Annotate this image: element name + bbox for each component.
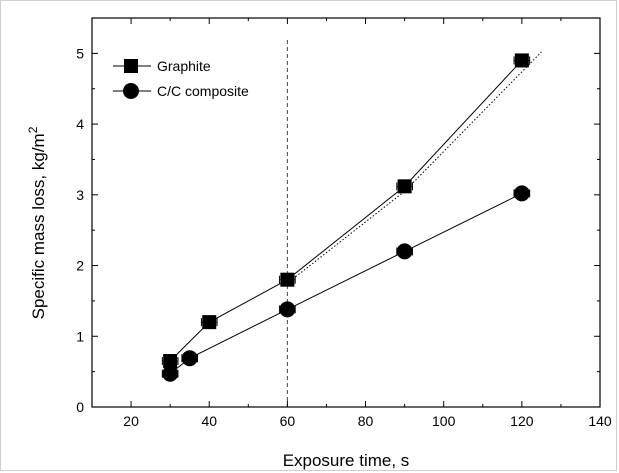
- data-point-graphite: [514, 53, 529, 68]
- x-tick-label: 20: [123, 413, 139, 429]
- x-tick-label: 60: [280, 413, 296, 429]
- y-axis-title-superscript: 2: [26, 126, 40, 133]
- x-tick-label: 40: [201, 413, 217, 429]
- x-tick-label: 80: [358, 413, 374, 429]
- data-point-c-c-composite: [162, 365, 179, 382]
- y-tick-label: 1: [76, 328, 84, 344]
- legend-label-composite: C/C composite: [157, 83, 249, 99]
- data-point-graphite: [163, 354, 178, 369]
- legend-marker-graphite: [124, 59, 138, 73]
- y-tick-label: 4: [76, 116, 84, 132]
- y-axis-title-text: Specific mass loss, kg/m: [29, 133, 48, 319]
- y-tick-label: 0: [76, 399, 84, 415]
- data-point-graphite: [202, 315, 217, 330]
- series-layer: [161, 51, 542, 382]
- dotted-fit-line: [287, 51, 542, 284]
- axes: 20 40 60 80 100 120 140 0 1 2 3 4 5: [76, 17, 612, 429]
- y-axis-title-group: Specific mass loss, kg/m2: [26, 126, 48, 319]
- legend-label-graphite: Graphite: [157, 58, 211, 74]
- y-tick-label: 5: [76, 45, 84, 61]
- y-tick-label: 3: [76, 187, 84, 203]
- x-tick-label: 120: [510, 413, 534, 429]
- data-point-c-c-composite: [279, 301, 296, 318]
- plot-border: [91, 17, 601, 408]
- data-point-c-c-composite: [181, 350, 198, 367]
- legend-marker-composite: [123, 83, 139, 99]
- series-line-graphite: [169, 60, 523, 362]
- y-tick-label: 2: [76, 258, 84, 274]
- x-tick-label: 100: [432, 413, 456, 429]
- data-point-c-c-composite: [396, 243, 413, 260]
- series-line-c-c-composite: [169, 192, 523, 375]
- legend: Graphite C/C composite: [113, 58, 249, 99]
- data-point-graphite: [397, 179, 412, 194]
- y-axis-title: Specific mass loss, kg/m2: [26, 126, 48, 319]
- x-tick-label: 140: [588, 413, 612, 429]
- data-point-c-c-composite: [513, 185, 530, 202]
- x-axis-title: Exposure time, s: [283, 451, 410, 470]
- data-point-graphite: [280, 272, 295, 287]
